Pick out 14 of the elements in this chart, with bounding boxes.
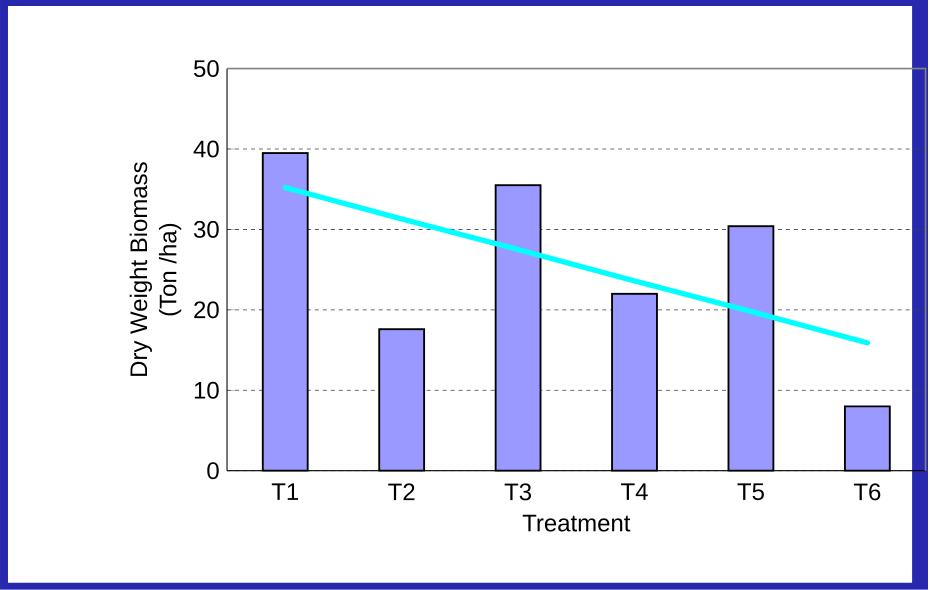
x-tick-label: T6	[854, 484, 880, 500]
y-tick-label: 10	[194, 382, 219, 399]
y-tick-label: 50	[194, 60, 219, 78]
y-tick-label: 40	[194, 140, 219, 158]
x-tick-label: T5	[738, 484, 764, 500]
x-tick-label: T2	[388, 484, 414, 500]
x-axis-title: Treatment	[522, 514, 630, 532]
x-tick-label: T1	[272, 484, 298, 500]
y-axis-title: Dry Weight Biomass (Ton /ha)	[130, 162, 182, 376]
y-tick-label: 20	[194, 301, 219, 318]
y-tick-label: 30	[194, 221, 219, 238]
x-tick-label: T3	[504, 484, 532, 500]
x-tick-label: T4	[621, 484, 648, 500]
y-tick-label: 0	[207, 462, 219, 480]
